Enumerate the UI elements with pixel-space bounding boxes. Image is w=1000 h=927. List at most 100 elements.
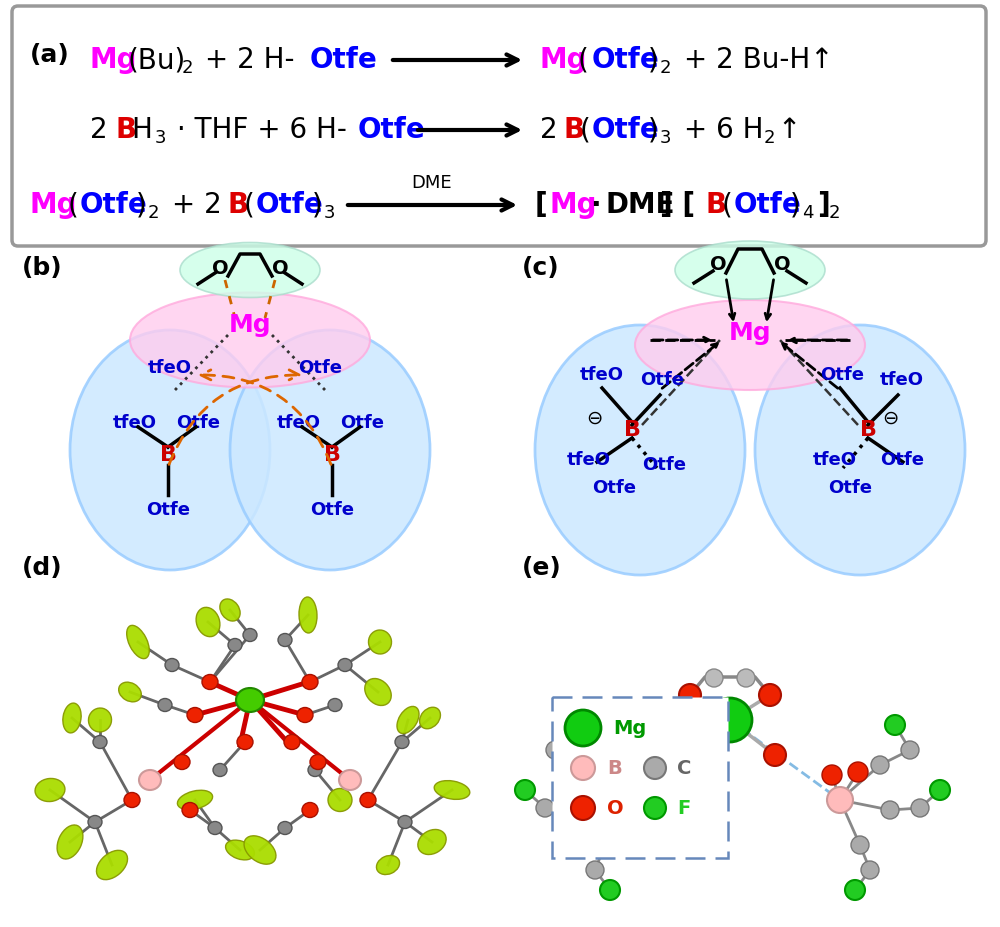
Text: 3: 3 — [324, 204, 336, 222]
Text: + 2 Bu-H↑: + 2 Bu-H↑ — [675, 46, 834, 74]
Text: B: B — [624, 420, 640, 440]
Circle shape — [571, 756, 595, 780]
Circle shape — [885, 715, 905, 735]
Text: Otfe: Otfe — [310, 46, 378, 74]
Ellipse shape — [302, 803, 318, 818]
Text: DME: DME — [412, 174, 452, 192]
Circle shape — [845, 880, 865, 900]
Text: C: C — [677, 758, 691, 778]
Text: ⊖: ⊖ — [882, 409, 898, 427]
Text: Otfe: Otfe — [880, 451, 924, 469]
Text: tfeO: tfeO — [880, 371, 924, 389]
Circle shape — [612, 787, 638, 813]
Text: (b): (b) — [22, 256, 63, 280]
Text: tfeO: tfeO — [580, 366, 624, 384]
Ellipse shape — [376, 856, 400, 874]
Ellipse shape — [236, 688, 264, 712]
Ellipse shape — [237, 734, 253, 750]
Circle shape — [861, 861, 879, 879]
Text: O: O — [212, 259, 228, 277]
Circle shape — [560, 715, 580, 735]
Text: Otfe: Otfe — [340, 414, 384, 432]
Circle shape — [546, 741, 564, 759]
Ellipse shape — [230, 330, 430, 570]
Circle shape — [600, 880, 620, 900]
Ellipse shape — [395, 735, 409, 748]
Text: (a): (a) — [30, 43, 70, 67]
Text: Mg: Mg — [90, 46, 138, 74]
Text: B: B — [706, 191, 727, 219]
Text: [: [ — [535, 191, 548, 219]
Circle shape — [911, 799, 929, 817]
Ellipse shape — [187, 707, 203, 722]
FancyBboxPatch shape — [12, 6, 986, 246]
Ellipse shape — [297, 707, 313, 722]
Text: ): ) — [648, 46, 659, 74]
Ellipse shape — [180, 243, 320, 298]
Text: tfeO: tfeO — [148, 359, 192, 377]
Ellipse shape — [420, 707, 440, 729]
Ellipse shape — [278, 633, 292, 646]
Text: Otfe: Otfe — [80, 191, 148, 219]
Circle shape — [901, 741, 919, 759]
Circle shape — [596, 836, 614, 854]
Ellipse shape — [339, 770, 361, 790]
Circle shape — [851, 836, 869, 854]
Ellipse shape — [124, 793, 140, 807]
Text: Mg: Mg — [550, 191, 598, 219]
Text: O: O — [710, 256, 726, 274]
Ellipse shape — [202, 675, 218, 690]
Text: tfeO: tfeO — [277, 414, 321, 432]
Text: 2: 2 — [182, 59, 194, 77]
Text: Otfe: Otfe — [298, 359, 342, 377]
Ellipse shape — [338, 658, 352, 671]
Text: Otfe: Otfe — [310, 501, 354, 519]
Text: O: O — [272, 259, 288, 277]
Text: (d): (d) — [22, 556, 63, 580]
Ellipse shape — [284, 734, 300, 750]
Ellipse shape — [299, 597, 317, 633]
Circle shape — [566, 801, 584, 819]
Ellipse shape — [165, 658, 179, 671]
Text: B: B — [564, 116, 585, 144]
Circle shape — [822, 765, 842, 785]
Text: 2: 2 — [90, 116, 116, 144]
Ellipse shape — [328, 699, 342, 712]
Text: Mg: Mg — [613, 718, 646, 738]
Text: DME: DME — [605, 191, 674, 219]
Ellipse shape — [88, 708, 112, 732]
Text: Mg: Mg — [729, 321, 771, 345]
Text: F: F — [677, 798, 690, 818]
Circle shape — [654, 744, 676, 766]
Text: Otfe: Otfe — [256, 191, 324, 219]
Circle shape — [644, 797, 666, 819]
Text: 2: 2 — [660, 59, 672, 77]
Ellipse shape — [57, 825, 83, 859]
Text: 2: 2 — [764, 129, 776, 147]
Ellipse shape — [328, 789, 352, 811]
Ellipse shape — [119, 682, 141, 702]
Text: 2: 2 — [540, 116, 566, 144]
Text: (c): (c) — [522, 256, 560, 280]
Ellipse shape — [70, 330, 270, 570]
Text: B: B — [228, 191, 249, 219]
Text: Otfe: Otfe — [820, 366, 864, 384]
Text: (Bu): (Bu) — [128, 46, 186, 74]
Circle shape — [565, 710, 601, 746]
Text: Otfe: Otfe — [592, 116, 660, 144]
Text: Otfe: Otfe — [640, 371, 684, 389]
Circle shape — [708, 698, 752, 742]
Ellipse shape — [208, 821, 222, 834]
Circle shape — [759, 684, 781, 706]
Text: Otfe: Otfe — [642, 456, 686, 474]
Ellipse shape — [177, 790, 213, 810]
Ellipse shape — [434, 781, 470, 799]
Ellipse shape — [675, 241, 825, 299]
Ellipse shape — [368, 630, 392, 654]
Ellipse shape — [398, 816, 412, 829]
Circle shape — [623, 765, 643, 785]
Ellipse shape — [635, 300, 865, 390]
Text: ): ) — [136, 191, 147, 219]
Ellipse shape — [182, 803, 198, 818]
Text: ↑: ↑ — [777, 116, 800, 144]
